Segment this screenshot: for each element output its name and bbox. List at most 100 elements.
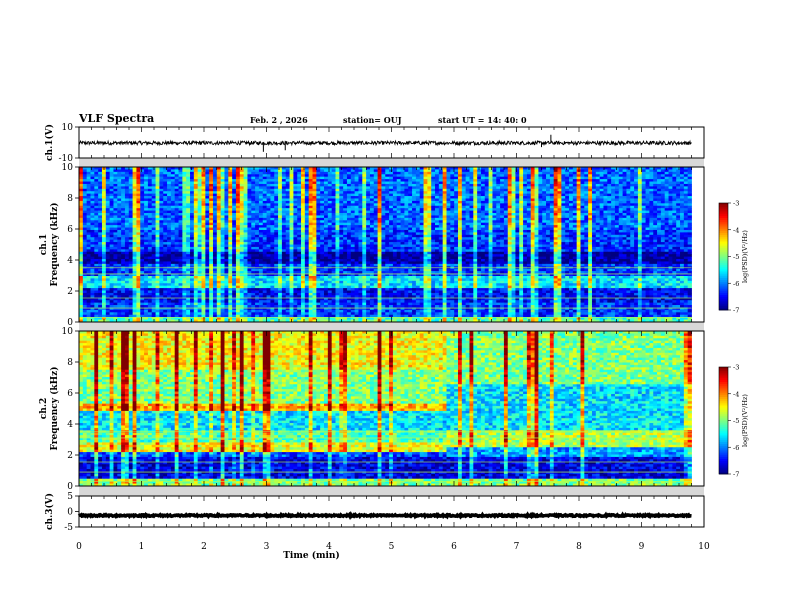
ch1-spectrogram-cell [152,179,156,182]
ch1-spectrogram-cell [527,196,531,199]
ch1-spectrogram-cell [653,220,657,223]
ch1-spectrogram-cell [615,191,619,194]
ch1-spectrogram-cell [136,201,140,204]
ch1-spectrogram-cell [481,206,485,209]
ch1-spectrogram-cell [676,211,680,214]
ch1-spectrogram-cell [339,174,343,177]
ch1-spectrogram-cell [202,184,206,187]
ch1-spectrogram-cell [469,228,473,231]
ch1-spectrogram-cell [194,220,198,223]
ch1-spectrogram-cell [232,189,236,192]
ch1-spectrogram-cell [343,228,347,231]
ch1-spectrogram-cell [492,220,496,223]
ch1-spectrogram-cell [236,189,240,192]
ch1-spectrogram-cell [305,223,309,226]
ch1-spectrogram-cell [450,198,454,201]
ch1-spectrogram-cell [619,203,623,206]
ch1-spectrogram-cell [117,174,121,177]
ch1-spectrogram-cell [619,182,623,185]
ch1-spectrogram-cell [623,194,627,197]
ch1-spectrogram-cell [347,182,351,185]
ch1-spectrogram-cell [83,201,87,204]
ch1-spectrogram-cell [355,218,359,221]
ch1-spectrogram-cell [412,191,416,194]
ch1-spectrogram-cell [301,203,305,206]
ch1-spectrogram-cell [684,189,688,192]
ch1-spectrogram-cell [454,220,458,223]
ch1-spectrogram-cell [443,218,447,221]
ch1-spectrogram-cell [458,177,462,180]
ch1-spectrogram-cell [217,169,221,172]
ch1-spectrogram-cell [381,220,385,223]
ch1-spectrogram-cell [293,184,297,187]
ch1-spectrogram-cell [270,230,274,233]
ch1-spectrogram-cell [378,225,382,228]
ch1-spectrogram-cell [397,208,401,211]
ch1-spectrogram-cell [202,213,206,216]
ch1-spectrogram-cell [462,198,466,201]
ch1-spectrogram-cell [175,203,179,206]
ch1-spectrogram-cell [492,201,496,204]
ch1-spectrogram-cell [374,211,378,214]
ch1-spectrogram-cell [355,189,359,192]
ch1-spectrogram-cell [427,211,431,214]
ch1-spectrogram-cell [205,230,209,233]
ch1-spectrogram-cell [435,172,439,175]
ch1-spectrogram-cell [531,230,535,233]
ch1-spectrogram-cell [156,225,160,228]
ch1-spectrogram-cell [431,184,435,187]
ch1-spectrogram-cell [117,218,121,221]
ch1-spectrogram-cell [489,196,493,199]
ch1-spectrogram-cell [102,201,106,204]
ch1-spectrogram-cell [293,220,297,223]
ch1-spectrogram-cell [408,184,412,187]
ch1-spectrogram-cell [565,220,569,223]
ch1-spectrogram-cell [489,211,493,214]
ch1-spectrogram-cell [535,189,539,192]
ch1-spectrogram-cell [263,186,267,189]
ch1-spectrogram-cell [163,211,167,214]
ch1-spectrogram-cell [110,174,114,177]
ch1-spectrogram-cell [343,213,347,216]
ch1-spectrogram-cell [175,225,179,228]
ch1-spectrogram-cell [87,191,91,194]
ch1-spectrogram-cell [646,198,650,201]
ch1-spectrogram-cell [171,215,175,218]
ch1-spectrogram-cell [496,215,500,218]
ch1-spectrogram-cell [431,211,435,214]
ch1-spectrogram-cell [611,201,615,204]
ch1-spectrogram-cell [110,213,114,216]
ch1-spectrogram-cell [611,198,615,201]
ch1-spectrogram-cell [175,211,179,214]
ch1-spectrogram-cell [148,186,152,189]
ch1-spectrogram-cell [313,174,317,177]
ch1-spectrogram-cell [255,223,259,226]
ch1-spectrogram-cell [427,215,431,218]
ch1-spectrogram-cell [267,213,271,216]
ch1-spectrogram-cell [251,220,255,223]
ch1-spectrogram-cell [588,201,592,204]
ch1-spectrogram-cell [630,189,634,192]
ch1-spectrogram-cell [328,177,332,180]
ch1-spectrogram-cell [500,186,504,189]
ch1-spectrogram-cell [205,211,209,214]
ch1-spectrogram-cell [244,174,248,177]
ch1-spectrogram-cell [301,201,305,204]
ch1-spectrogram-cell [309,213,313,216]
ch1-spectrogram-cell [531,225,535,228]
ch1-spectrogram-cell [665,230,669,233]
ch1-spectrogram-cell [247,230,251,233]
ch1-spectrogram-cell [569,189,573,192]
ch1-spectrogram-cell [684,191,688,194]
ch1-waveform-y-axis: 10-10 [59,123,80,164]
ch1-spectrogram-cell [167,198,171,201]
ch1-spectrogram-cell [286,220,290,223]
ch1-spectrogram-cell [577,201,581,204]
ch1-spectrogram-cell [611,228,615,231]
ch1-spectrogram-cell [542,215,546,218]
ch1-spectrogram-cell [688,179,692,182]
ch1-spectrogram-cell [305,172,309,175]
ch1-spectrogram-cell [175,177,179,180]
ch1-spectrogram-cell [404,213,408,216]
ch1-spectrogram-cell [469,206,473,209]
